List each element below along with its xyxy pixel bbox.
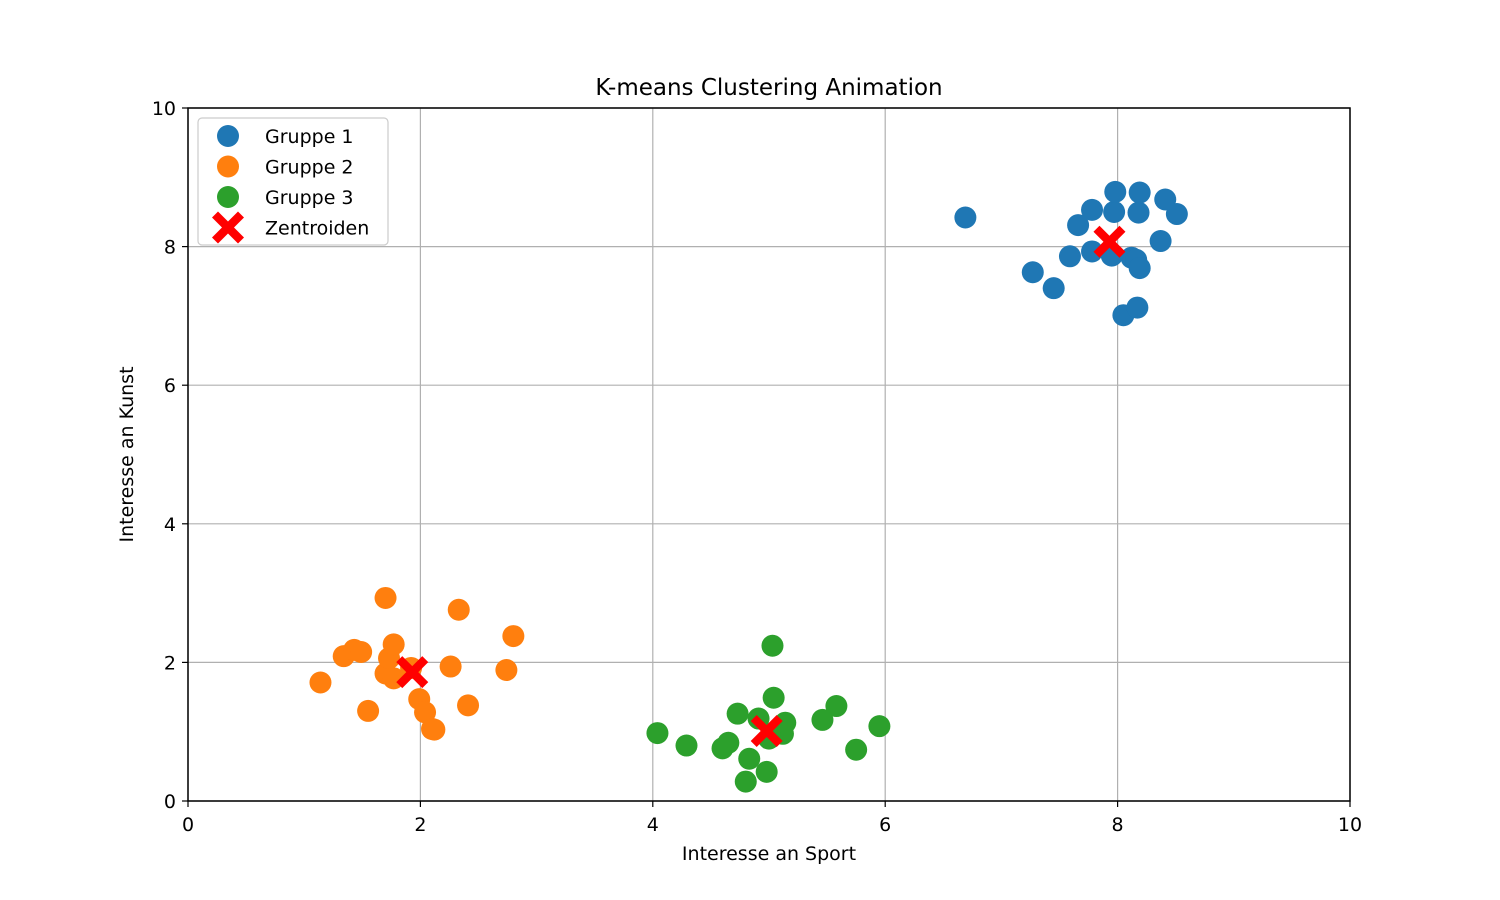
- data-point: [774, 711, 797, 734]
- data-point: [675, 734, 698, 757]
- data-point: [646, 722, 669, 745]
- data-point: [825, 695, 848, 718]
- data-point: [726, 702, 749, 725]
- data-point: [1127, 201, 1150, 224]
- data-point: [1128, 181, 1151, 204]
- y-axis-title: Interesse an Kunst: [116, 366, 138, 542]
- data-point: [1104, 180, 1127, 203]
- data-point: [439, 655, 462, 678]
- data-point: [1128, 257, 1151, 280]
- data-point: [502, 625, 525, 648]
- legend: Gruppe 1 Gruppe 2 Gruppe 3 Zentroiden: [197, 117, 389, 246]
- centroid-marker: [396, 656, 429, 689]
- data-point: [1021, 261, 1044, 284]
- data-point: [447, 598, 470, 621]
- data-point: [734, 770, 757, 793]
- chart-title: K-means Clustering Animation: [595, 75, 942, 101]
- legend-marker: [212, 211, 244, 244]
- series-4: [396, 225, 1126, 748]
- y-tick-label: 2: [164, 652, 176, 674]
- x-tick-label: 0: [182, 814, 194, 836]
- data-point: [761, 634, 784, 657]
- y-tick-label: 6: [164, 375, 176, 397]
- data-point: [1103, 200, 1126, 223]
- centroid-marker: [1093, 225, 1126, 258]
- y-tick-label: 8: [164, 237, 176, 259]
- data-point: [1067, 214, 1090, 237]
- data-point: [382, 633, 405, 656]
- legend-label: Zentroiden: [265, 218, 369, 240]
- legend-item: Zentroiden: [212, 211, 369, 244]
- legend-box: [197, 117, 389, 246]
- legend-marker: [217, 125, 239, 147]
- legend-label: Gruppe 1: [265, 126, 354, 148]
- legend-item: Gruppe 1: [217, 125, 354, 148]
- plot-frame: [187, 107, 1351, 802]
- data-point: [350, 641, 373, 664]
- data-point: [811, 708, 834, 731]
- data-point: [1058, 245, 1081, 268]
- data-point: [309, 671, 332, 694]
- data-point: [423, 718, 446, 741]
- x-tick-label: 8: [1112, 814, 1124, 836]
- data-point: [762, 686, 785, 709]
- x-axis-title: Interesse an Sport: [682, 843, 856, 865]
- legend-item: Gruppe 2: [217, 155, 354, 179]
- x-tick-label: 2: [414, 814, 426, 836]
- data-point: [1126, 296, 1149, 319]
- series-1: [954, 180, 1188, 327]
- data-point: [1042, 277, 1065, 300]
- series-2: [309, 586, 525, 741]
- data-points: [309, 180, 1188, 793]
- data-point: [1081, 240, 1104, 263]
- y-tick-label: 10: [152, 98, 176, 120]
- data-point: [457, 694, 480, 717]
- data-point: [717, 731, 740, 754]
- legend-item: Gruppe 3: [217, 186, 354, 209]
- legend-label: Gruppe 2: [265, 157, 354, 179]
- data-point: [738, 747, 761, 770]
- x-tick-label: 6: [879, 814, 891, 836]
- x-tick-label: 10: [1338, 814, 1362, 836]
- data-point: [1149, 230, 1172, 253]
- data-point: [755, 760, 778, 783]
- data-point: [845, 738, 868, 761]
- y-tick-label: 0: [164, 791, 176, 813]
- data-point: [414, 701, 437, 724]
- axis-ticks: 0 2 4 6 8 10 0 2 4 6 8 10: [152, 98, 1362, 836]
- legend-marker: [217, 155, 239, 178]
- legend-marker: [217, 186, 239, 208]
- data-point: [1081, 198, 1104, 221]
- x-tick-label: 4: [647, 814, 659, 836]
- legend-label: Gruppe 3: [265, 187, 354, 209]
- data-point: [1165, 203, 1188, 226]
- centroid-marker: [750, 715, 783, 748]
- data-point: [374, 586, 397, 609]
- data-point: [954, 206, 977, 229]
- data-point: [868, 715, 891, 738]
- data-point: [357, 699, 380, 722]
- y-tick-label: 4: [164, 514, 176, 536]
- data-point: [495, 659, 518, 682]
